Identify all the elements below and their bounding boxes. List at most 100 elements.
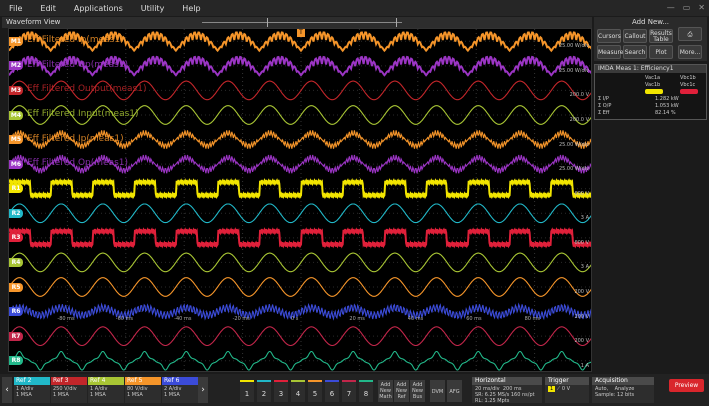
channel-button-3[interactable]: 3	[274, 380, 288, 402]
add-new-bus-button[interactable]: Add New Bus	[410, 380, 425, 402]
meas-col2: Vbc1b	[680, 75, 696, 81]
trace-scale-m1: 25.00 W/div	[558, 43, 589, 50]
ref-badge-5[interactable]: Ref 5 80 V/div 1 MSA	[125, 377, 161, 403]
waveform-graticule[interactable]: M1 Eff Filtered Ip(meas1) 25.00 W/div M2 Eff…	[8, 28, 592, 372]
ref-scale: 1 A/div	[16, 386, 34, 392]
trace-badge-m1[interactable]: M1	[9, 36, 23, 46]
trace-m3	[9, 80, 591, 101]
search-button[interactable]: Search	[623, 45, 647, 59]
measure-button[interactable]: Measure	[597, 45, 624, 59]
meas-row-ip-value: 1.282 kW	[655, 96, 679, 102]
measurement-results-panel[interactable]: IMDA Meas 1: Efficiency1 Vac1a Vbc1b Vac…	[594, 64, 707, 120]
add-new-panel: Add New... Cursors Callout Results Table…	[594, 17, 707, 61]
zoom-box[interactable]	[267, 18, 397, 27]
ref-title: Ref 4	[88, 377, 124, 385]
ref-length: 1 MSA	[164, 392, 180, 398]
time-tick-label: 80 ms	[524, 316, 541, 323]
plot-button[interactable]: Plot	[649, 45, 673, 59]
trace-m5	[9, 130, 591, 149]
waveform-view-header: Waveform View	[2, 17, 592, 28]
channel-button-8[interactable]: 8	[359, 380, 373, 402]
dvm-button[interactable]: DVM	[430, 380, 445, 402]
trace-badge-r3[interactable]: R3	[9, 233, 23, 243]
menu-applications[interactable]: Applications	[73, 3, 123, 13]
ref-length: 1 MSA	[127, 392, 143, 398]
trace-label-m5: Eff Filtered Ip(meas1)	[27, 133, 124, 144]
acquisition-mode: Auto,	[595, 386, 609, 392]
scroll-right-icon[interactable]: ›	[198, 377, 208, 403]
trigger-panel[interactable]: Trigger 1 ⟋ 0 V	[545, 377, 589, 403]
channel-button-1[interactable]: 1	[240, 380, 254, 402]
more-button[interactable]: More...	[678, 45, 702, 59]
time-tick-label: -80 ms	[57, 316, 75, 323]
acquisition-analyze: Analyze	[614, 386, 635, 392]
trigger-position-marker[interactable]: T	[297, 29, 305, 37]
horizontal-panel[interactable]: Horizontal 20 ms/div 200 ms SR: 6.25 MS/…	[472, 377, 542, 404]
trace-badge-r1[interactable]: R1	[9, 184, 23, 194]
menu-file[interactable]: File	[9, 3, 23, 13]
callout-button[interactable]: Callout	[623, 29, 647, 43]
channel-button-2[interactable]: 2	[257, 380, 271, 402]
meas-sub1: Vac1b	[645, 82, 661, 88]
time-tick-label: 60 ms	[466, 316, 482, 323]
waveform-view-title: Waveform View	[6, 18, 61, 26]
menu-help[interactable]: Help	[182, 3, 201, 13]
add-new-ref-button[interactable]: Add New Ref	[394, 380, 409, 402]
horizontal-title: Horizontal	[472, 377, 542, 385]
close-icon[interactable]: ✕	[698, 3, 705, 12]
trace-r6	[9, 302, 591, 321]
trace-badge-m2[interactable]: M2	[9, 61, 23, 71]
horizontal-record-length: RL: 1.25 Mpts	[475, 398, 510, 404]
acquisition-panel[interactable]: Acquisition Auto, Analyze Sample: 12 bit…	[592, 377, 654, 403]
channel-button-6[interactable]: 6	[325, 380, 339, 402]
trace-badge-r8[interactable]: R8	[9, 356, 23, 366]
menu-bar: File Edit Applications Utility Help — ▭ …	[0, 0, 709, 16]
meas-sub2: Vbc1c	[680, 82, 696, 88]
time-tick-label: -20 ms	[232, 316, 250, 323]
trace-m6	[9, 154, 591, 174]
scroll-left-icon[interactable]: ‹	[2, 377, 12, 403]
trace-scale-r6: 200 V	[574, 313, 589, 320]
time-tick-label: -60 ms	[115, 316, 134, 323]
trace-scale-m2: 25.00 W/div	[558, 67, 589, 74]
trace-badge-r5[interactable]: R5	[9, 282, 23, 292]
afg-button[interactable]: AFG	[447, 380, 462, 402]
channel-button-7[interactable]: 7	[342, 380, 356, 402]
minimize-icon[interactable]: —	[666, 3, 675, 12]
trace-badge-m5[interactable]: M5	[9, 135, 23, 145]
cursors-button[interactable]: Cursors	[597, 29, 621, 43]
trace-r8	[9, 350, 591, 371]
horizontal-resolution: 160 ns/pt	[510, 392, 535, 398]
trace-badge-r6[interactable]: R6	[9, 307, 23, 317]
add-new-math-button[interactable]: Add New Math	[378, 380, 393, 402]
menu-utility[interactable]: Utility	[140, 3, 165, 13]
meas-row-eff-label: Σ Eff	[598, 110, 610, 116]
screenshot-icon[interactable]: ⎙	[678, 27, 702, 41]
waveform-canvas	[9, 29, 591, 371]
trace-badge-m3[interactable]: M3	[9, 85, 23, 95]
results-table-button[interactable]: Results Table	[649, 29, 673, 43]
time-tick-label: -40 ms	[174, 316, 192, 323]
trace-scale-m5: 25.00 W/div	[558, 141, 589, 148]
channel-button-5[interactable]: 5	[308, 380, 322, 402]
meas-source2-badge	[680, 89, 698, 94]
trace-m2	[9, 55, 591, 77]
menu-edit[interactable]: Edit	[40, 3, 56, 13]
trace-badge-m4[interactable]: M4	[9, 110, 23, 120]
trace-label-m1: Eff Filtered Ip(meas1)	[27, 35, 124, 46]
trace-badge-r4[interactable]: R4	[9, 257, 23, 267]
preview-button[interactable]: Preview	[669, 379, 704, 392]
trace-badge-m6[interactable]: M6	[9, 159, 23, 169]
trace-badge-r2[interactable]: R2	[9, 208, 23, 218]
trace-r1	[9, 178, 591, 200]
ref-badge-3[interactable]: Ref 3 250 V/div 1 MSA	[51, 377, 87, 403]
channel-button-4[interactable]: 4	[291, 380, 305, 402]
ref-scale: 250 V/div	[53, 386, 77, 392]
trace-badge-r7[interactable]: R7	[9, 331, 23, 341]
restore-icon[interactable]: ▭	[682, 3, 691, 12]
trace-scale-m6: 25.00 W/div	[558, 166, 589, 173]
